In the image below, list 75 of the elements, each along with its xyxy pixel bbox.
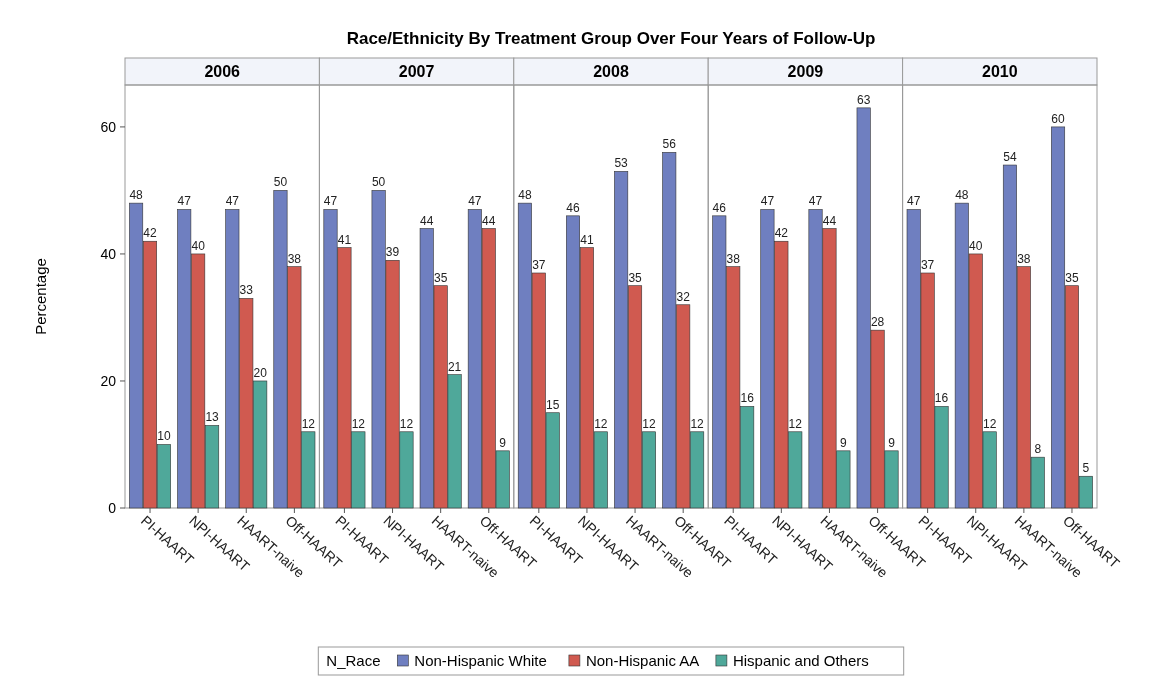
text: Race/Ethnicity By Treatment Group Over Four Years of Follow-Up — [346, 29, 876, 48]
data-label: 38 — [287, 251, 302, 266]
data-label: 38 — [1017, 251, 1031, 266]
y-tick-label: 20 — [100, 372, 117, 389]
data-label: 33 — [239, 283, 254, 298]
data-label: 47 — [177, 194, 192, 209]
data-label: 12 — [642, 416, 656, 431]
data-label: 28 — [870, 315, 885, 330]
data-label: 20 — [253, 365, 268, 380]
chart-subtitle: 2007 — [398, 63, 435, 80]
data-label: 60 — [1051, 111, 1066, 126]
data-label: 48 — [129, 188, 144, 203]
chart-subtitle: 2008 — [593, 63, 629, 80]
data-label: 21 — [447, 359, 462, 374]
y-tick-label: 0 — [108, 500, 117, 516]
data-label: 47 — [468, 194, 482, 209]
chart-subtitle: 2006 — [204, 63, 241, 80]
data-label: 47 — [323, 194, 338, 209]
data-label: 47 — [225, 194, 240, 209]
data-label: 32 — [676, 289, 691, 304]
data-label: 46 — [712, 200, 727, 215]
data-label: 41 — [337, 232, 352, 247]
data-label: 38 — [726, 251, 741, 266]
data-label: 44 — [822, 213, 837, 228]
data-label: 46 — [566, 200, 581, 215]
data-label: 15 — [546, 397, 560, 412]
data-label: 53 — [614, 156, 629, 171]
data-label: 47 — [760, 194, 775, 209]
data-label: 54 — [1003, 150, 1017, 165]
data-label: 37 — [920, 258, 935, 272]
data-label: 37 — [532, 258, 546, 272]
chart-subtitle: 2010 — [982, 63, 1018, 80]
data-label: 35 — [433, 270, 448, 285]
legend-label: Non-Hispanic AA — [585, 652, 700, 669]
data-label: 16 — [934, 391, 949, 406]
data-label: 44 — [420, 213, 434, 228]
data-label: 39 — [385, 245, 400, 260]
data-label: 40 — [969, 238, 983, 253]
data-label: 35 — [628, 270, 643, 285]
legend-label: Hispanic and Others — [732, 652, 869, 669]
data-label: 9 — [888, 435, 896, 450]
data-label: 9 — [499, 435, 507, 450]
data-label: 56 — [662, 137, 677, 152]
data-label: 12 — [351, 416, 366, 431]
y-tick-label: 40 — [100, 245, 117, 262]
data-label: 8 — [1034, 442, 1042, 457]
data-label: 50 — [371, 175, 386, 190]
data-label: 5 — [1082, 461, 1090, 476]
data-label: 35 — [1065, 270, 1079, 285]
data-label: 12 — [788, 416, 803, 431]
data-label: 12 — [690, 416, 705, 431]
data-label: 13 — [205, 410, 220, 425]
y-tick-label: 60 — [100, 118, 117, 135]
data-label: 48 — [955, 188, 969, 203]
data-label: 48 — [518, 188, 532, 203]
y-axis-title: Percentage — [32, 258, 49, 335]
data-label: 47 — [808, 194, 823, 209]
data-label: 44 — [482, 213, 496, 228]
data-label: 42 — [143, 226, 158, 241]
data-label: 41 — [580, 232, 594, 247]
data-label: 42 — [774, 226, 789, 241]
data-label: 12 — [594, 416, 608, 431]
data-label: 40 — [191, 238, 206, 253]
data-label: 12 — [301, 416, 316, 431]
chart-subtitle: 2009 — [787, 63, 824, 80]
data-label: 47 — [907, 194, 921, 209]
legend-label: Non-Hispanic White — [414, 652, 547, 669]
data-label: 63 — [856, 92, 871, 107]
legend-title: N_Race — [326, 652, 381, 669]
data-label: 12 — [982, 416, 997, 431]
data-label: 50 — [273, 175, 288, 190]
data-label: 12 — [399, 416, 414, 431]
data-label: 10 — [157, 429, 171, 444]
data-label: 9 — [840, 435, 848, 450]
data-label: 16 — [740, 391, 755, 406]
